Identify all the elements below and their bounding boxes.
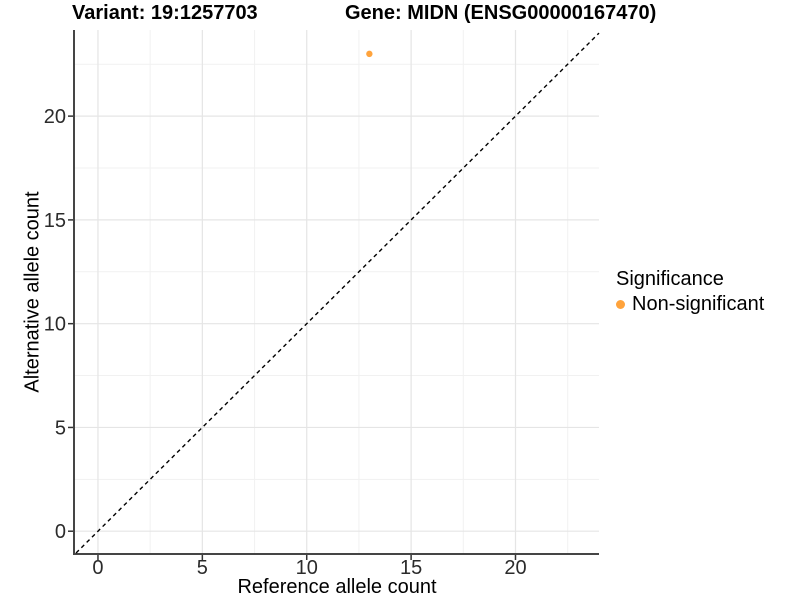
data-point [366,50,373,58]
y-tick-label: 0 [55,521,66,543]
legend-items: Non-significant [616,293,764,316]
x-tick-label: 5 [197,557,208,579]
y-tick-label: 15 [44,210,66,232]
x-axis-label: Reference allele count [237,576,437,598]
x-tick-label: 20 [504,557,526,579]
y-tick-label: 10 [44,314,66,336]
variant-title: Variant: 19:1257703 [72,2,258,24]
y-tick-label: 5 [55,417,66,439]
legend-key-dot-icon [616,300,625,309]
legend: Significance Non-significant [616,268,764,316]
y-tick-label: 20 [44,106,66,128]
legend-title: Significance [616,268,724,290]
legend-item: Non-significant [616,293,764,316]
x-tick-label: 0 [92,557,103,579]
y-axis-label: Alternative allele count [21,191,44,393]
legend-item-label: Non-significant [632,293,765,315]
gene-title: Gene: MIDN (ENSG00000167470) [345,2,657,24]
identity-reference-line [75,32,600,554]
x-tick-label: 10 [296,557,318,579]
x-tick-label: 15 [400,557,422,579]
